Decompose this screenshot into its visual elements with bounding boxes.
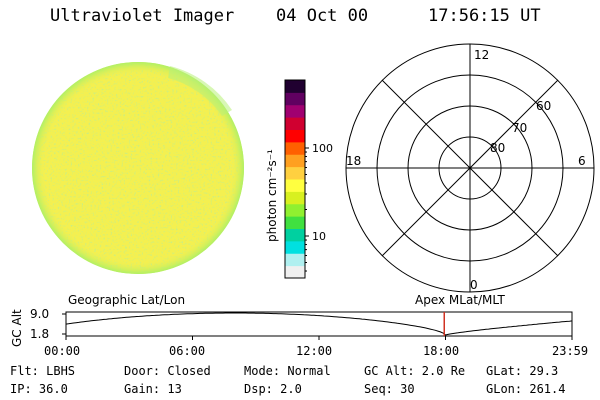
earth-disk-rim [32,62,244,274]
orbit-panel [62,311,573,340]
info-flt: Flt: LBHS [10,364,76,378]
lat-label-70: 70 [512,121,527,135]
info-gain: Gain: 13 [124,382,182,396]
x-tick-label-0600: 06:00 [169,344,206,358]
date-label: 04 Oct 00 [276,6,369,26]
colorbar-segment [285,203,305,217]
info-dsp: Dsp: 2.0 [244,382,302,396]
info-ip: IP: 36.0 [10,382,68,396]
info-gc-alt: GC Alt: 2.0 Re [364,364,466,378]
orbit-y-axis-label: GC Alt [10,309,24,347]
info-mode: Mode: Normal [244,364,331,378]
info-seq: Seq: 30 [364,382,415,396]
lat-label-80: 80 [490,141,505,155]
instrument-title: Ultraviolet Imager [50,6,235,26]
earth-disk-limb-glow [168,66,232,116]
colorbar-ticks: 100 10 [305,142,333,272]
colorbar-segment [285,228,305,242]
colorbar-segment [285,253,305,267]
colorbar-frame [284,79,306,279]
info-glat: GLat: 29.3 [486,364,559,378]
colorbar-segment [285,154,305,168]
colorbar-segment [285,92,305,106]
info-door: Door: Closed [124,364,211,378]
x-tick-label-2359: 23:59 [552,344,589,358]
info-glon: GLon: 261.4 [486,382,566,396]
earth-disk-image [32,62,244,274]
colorbar-segment [285,191,305,205]
colorbar-segment [285,129,305,143]
x-tick-label-0000: 00:00 [44,344,81,358]
polar-grid [345,43,595,293]
mlt-label-12: 12 [474,48,489,62]
mlt-label-0: 0 [470,278,478,292]
x-tick-label-1200: 12:00 [296,344,333,358]
colorbar-segment [285,104,305,118]
colorbar-segment [285,179,305,192]
x-tick-label-1800: 18:00 [423,344,460,358]
polar-line-diag2 [381,79,559,257]
colorbar-segment [285,216,305,229]
orbit-y-tick-top: 9.0 [30,307,49,321]
time-label: 17:56:15 UT [428,6,541,26]
colorbar-tick-label: 100 [312,142,333,155]
orbit-left-title: Geographic Lat/Lon [68,293,185,307]
colorbar-unit-label: photon cm⁻²s⁻¹ [265,149,279,242]
lat-label-60: 60 [536,99,551,113]
colorbar-segment [285,141,305,155]
colorbar [284,79,306,279]
mlt-label-18: 18 [346,154,361,168]
colorbar-segment [285,265,305,279]
orbit-y-tick-bottom: 1.8 [30,327,49,341]
colorbar-tick-label: 10 [312,230,326,243]
mlt-label-6: 6 [578,154,586,168]
colorbar-segment [285,240,305,254]
orbit-x-ticks [65,336,573,340]
colorbar-segment [285,80,305,93]
colorbar-segment [285,166,305,180]
altitude-curve [65,312,573,336]
colorbar-segment [285,117,305,130]
orbit-right-title: Apex MLat/MLT [415,293,505,307]
